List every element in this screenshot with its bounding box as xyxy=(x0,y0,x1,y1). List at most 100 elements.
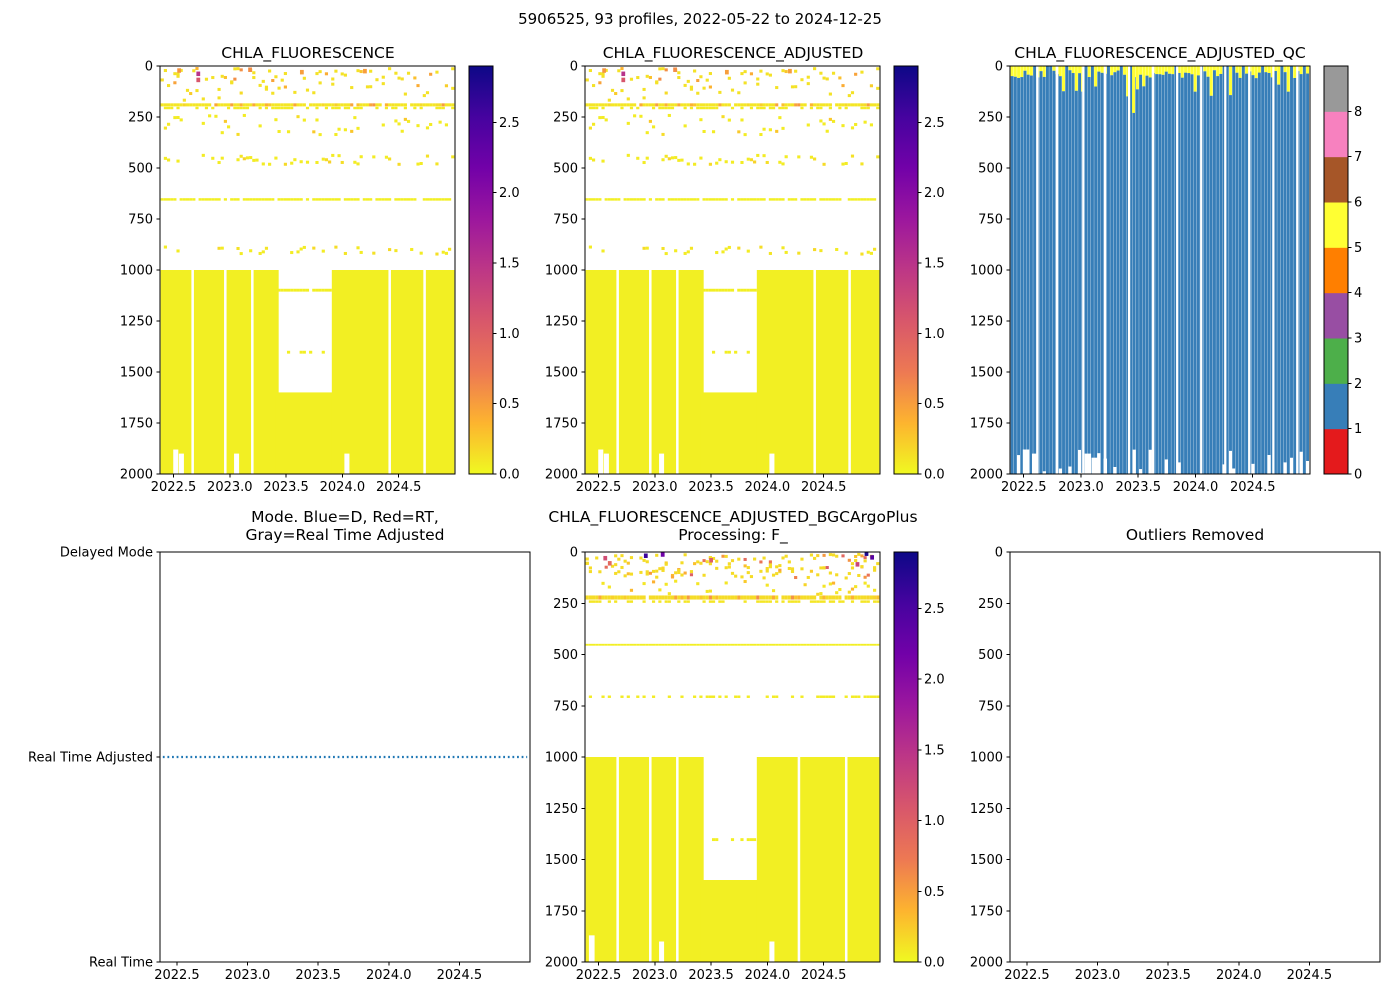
heatmap-speckle xyxy=(651,125,656,129)
colorbar-tick-label: 2.5 xyxy=(499,116,520,131)
heatmap-dash xyxy=(835,643,839,646)
heatmap-dash xyxy=(286,103,291,107)
heatmap-dash xyxy=(208,198,212,201)
heatmap-speckle xyxy=(746,249,750,253)
heatmap-gap xyxy=(178,453,184,474)
heatmap-dot xyxy=(673,67,677,72)
heatmap-dash xyxy=(677,600,681,603)
heatmap-dash xyxy=(651,106,656,110)
colorbar-tick-label: 4 xyxy=(1354,286,1362,301)
heatmap-speckle xyxy=(239,252,243,256)
heatmap-dash xyxy=(790,600,795,603)
heatmap-dash xyxy=(718,595,722,600)
qc-surface-cell xyxy=(1042,66,1046,77)
heatmap-speckle xyxy=(614,571,618,575)
heatmap-dash xyxy=(226,106,231,110)
heatmap-dash xyxy=(394,106,398,110)
heatmap-speckle xyxy=(588,126,592,130)
heatmap-speckle xyxy=(645,131,649,135)
heatmap-dash xyxy=(343,103,347,107)
heatmap-dash xyxy=(617,595,621,600)
qc-body-cell xyxy=(1113,72,1117,467)
y-tick-label: Delayed Mode xyxy=(60,546,153,561)
heatmap-speckle xyxy=(670,156,675,160)
y-tick-label: 500 xyxy=(978,648,1003,663)
heatmap-speckle xyxy=(321,157,325,161)
heatmap-speckle xyxy=(689,85,694,89)
heatmap-dash xyxy=(626,198,630,201)
x-tick-label: 2024.5 xyxy=(1230,480,1276,495)
heatmap-speckle xyxy=(394,249,398,253)
heatmap-dash xyxy=(727,288,731,292)
heatmap-gap xyxy=(659,941,665,962)
heatmap-speckle xyxy=(661,566,665,570)
heatmap-dot xyxy=(788,68,792,74)
heatmap-dash xyxy=(595,198,599,201)
heatmap-gap xyxy=(588,935,595,962)
heatmap-dash xyxy=(784,643,788,646)
heatmap-gap xyxy=(649,270,652,474)
heatmap-dash xyxy=(588,106,592,110)
heatmap-speckle xyxy=(743,70,747,74)
heatmap-speckle xyxy=(639,570,643,574)
heatmap-dash xyxy=(740,288,744,292)
heatmap-speckle xyxy=(444,251,449,255)
heatmap-speckle xyxy=(790,85,795,89)
heatmap-dash xyxy=(768,600,772,603)
heatmap-dash xyxy=(623,103,627,107)
heatmap-dash xyxy=(623,643,627,646)
heatmap-dash xyxy=(759,198,763,201)
heatmap-speckle xyxy=(359,70,363,74)
heatmap-speckle xyxy=(413,76,417,80)
heatmap-dash xyxy=(359,103,363,107)
heatmap-dash xyxy=(598,103,602,107)
heatmap-speckle xyxy=(677,76,681,80)
heatmap-dash xyxy=(629,103,634,107)
heatmap-dash xyxy=(794,198,798,201)
heatmap-speckle xyxy=(876,155,880,159)
y-tick-label: 500 xyxy=(553,648,578,663)
heatmap-dash xyxy=(230,103,234,107)
heatmap-speckle xyxy=(173,116,177,120)
heatmap-dash xyxy=(857,198,861,201)
heatmap-dash xyxy=(683,600,687,603)
colorbar-tick-label: 2.0 xyxy=(924,673,945,688)
heatmap-speckle xyxy=(715,161,719,165)
heatmap-speckle xyxy=(705,560,709,564)
qc-surface-cell xyxy=(1196,66,1200,76)
heatmap-block xyxy=(756,270,880,474)
heatmap-speckle xyxy=(689,87,694,91)
heatmap-gap xyxy=(844,757,848,962)
colorbar-tick-label: 0.0 xyxy=(499,468,520,483)
heatmap-speckle xyxy=(724,160,728,164)
heatmap-dash xyxy=(236,198,240,201)
heatmap-speckle xyxy=(176,72,180,76)
qc-surface-cell xyxy=(1161,66,1165,75)
heatmap-speckle xyxy=(296,115,300,119)
qc-body-cell xyxy=(1264,72,1268,474)
heatmap-dash xyxy=(743,198,747,201)
heatmap-dash xyxy=(768,106,772,110)
heatmap-dash xyxy=(705,198,709,201)
qc-column-gap xyxy=(1296,66,1299,474)
qc-surface-cell xyxy=(1158,66,1162,75)
heatmap-speckle xyxy=(781,162,785,166)
qc-body-cell xyxy=(1177,72,1181,463)
heatmap-dash xyxy=(636,695,640,698)
y-tick-label: 1500 xyxy=(120,366,153,381)
heatmap-dash xyxy=(312,288,316,292)
heatmap-speckle xyxy=(585,78,589,82)
x-tick-label: 2024.0 xyxy=(1173,480,1219,495)
heatmap-speckle xyxy=(388,157,392,161)
heatmap-dash xyxy=(391,103,395,107)
heatmap-speckle xyxy=(655,569,659,573)
heatmap-speckle xyxy=(416,84,420,88)
heatmap-dash xyxy=(873,600,877,603)
heatmap-speckle xyxy=(857,573,861,577)
colorbar-tick-label: 8 xyxy=(1354,105,1362,120)
heatmap-speckle xyxy=(740,118,744,122)
heatmap-dash xyxy=(734,595,738,600)
heatmap-speckle xyxy=(236,67,240,71)
heatmap-speckle xyxy=(806,75,810,79)
heatmap-speckle xyxy=(721,115,725,119)
